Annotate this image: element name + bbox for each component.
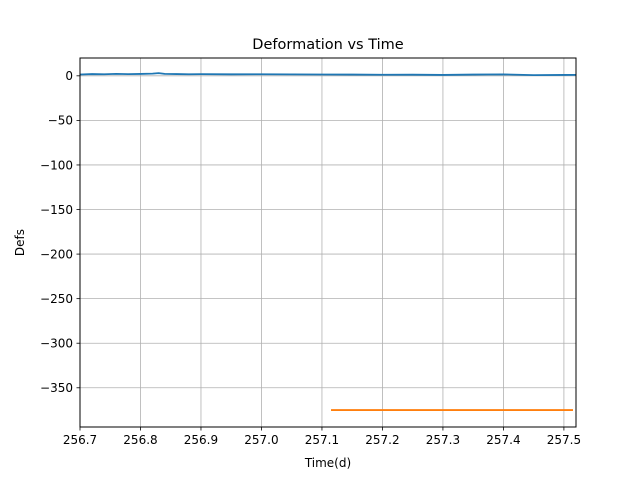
x-tick-label: 257.2 xyxy=(365,433,399,447)
series-layer xyxy=(79,72,577,411)
x-tick-label: 257.4 xyxy=(486,433,520,447)
y-tick-label: −250 xyxy=(40,292,73,306)
y-tick-label: 0 xyxy=(65,69,73,83)
x-tick-label: 257.5 xyxy=(547,433,581,447)
series-line-1 xyxy=(79,72,577,77)
x-tick-label: 256.8 xyxy=(123,433,157,447)
y-tick-label: −50 xyxy=(48,114,73,128)
y-tick-label: −350 xyxy=(40,381,73,395)
plot-frame xyxy=(79,57,577,428)
chart-title: Deformation vs Time xyxy=(252,37,403,53)
x-tick-label: 257.3 xyxy=(426,433,460,447)
y-axis-title: Defs xyxy=(13,229,27,256)
ticks: 256.7 256.8 256.9 257.0 257.1 257.2 257.3 257.4… xyxy=(40,69,581,447)
y-tick-label: −300 xyxy=(40,337,73,351)
x-axis-title: Time(d) xyxy=(304,456,351,470)
y-tick-label: −100 xyxy=(40,158,73,172)
x-tick-label: 257.1 xyxy=(305,433,339,447)
x-tick-label: 256.7 xyxy=(63,433,97,447)
y-tick-label: −150 xyxy=(40,203,73,217)
x-tick-label: 257.0 xyxy=(244,433,278,447)
y-tick-label: −200 xyxy=(40,247,73,261)
grid xyxy=(79,58,576,427)
x-tick-label: 256.9 xyxy=(184,433,218,447)
